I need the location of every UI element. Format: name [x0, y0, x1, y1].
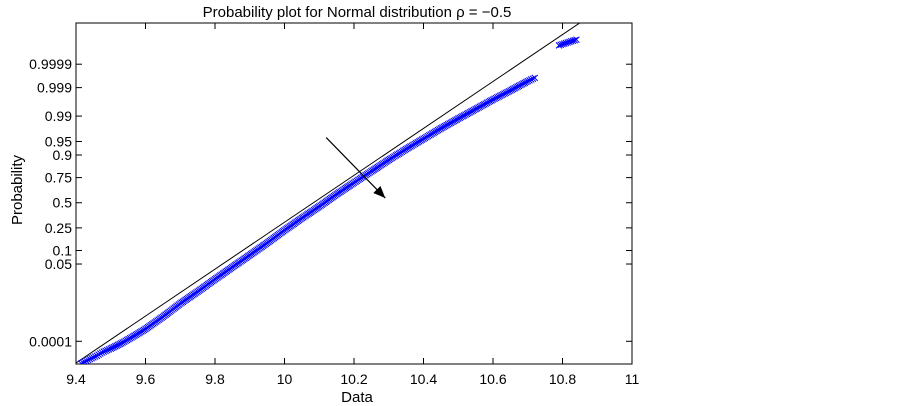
y-tick-label: 0.1 — [53, 242, 73, 258]
x-tick-label: 10.6 — [479, 371, 506, 387]
data-point-marker — [105, 346, 113, 353]
x-tick-label: 9.4 — [66, 371, 86, 387]
y-tick-label: 0.05 — [45, 256, 72, 272]
data-point-marker — [526, 76, 533, 84]
data-point-marker — [77, 360, 85, 364]
data-point-marker — [527, 76, 535, 83]
data-point-marker — [88, 354, 95, 362]
y-tick-label: 0.99 — [45, 108, 72, 124]
data-point-marker — [98, 349, 106, 356]
reference-line — [76, 23, 581, 364]
x-axis-label: Data — [341, 389, 373, 406]
y-tick-label: 0.9999 — [29, 56, 72, 72]
data-point-marker — [81, 358, 89, 364]
y-axis-label: Probability — [9, 154, 26, 225]
data-point-marker — [90, 354, 97, 361]
data-point-marker — [102, 347, 109, 355]
data-point-marker — [573, 36, 580, 44]
y-tick-label: 0.75 — [45, 170, 72, 186]
y-tick-label: 0.9 — [53, 147, 73, 163]
annotation-arrow-head — [373, 185, 386, 199]
data-point-marker — [531, 74, 539, 82]
x-tick-label: 10 — [277, 371, 293, 387]
y-tick-label: 0.0001 — [29, 333, 72, 349]
data-point-marker — [571, 36, 579, 44]
x-tick-label: 10.8 — [549, 371, 576, 387]
plot-frame — [75, 22, 633, 365]
y-tick-label: 0.5 — [53, 195, 73, 211]
x-tick-label: 10.2 — [340, 371, 367, 387]
x-tick-label: 9.6 — [136, 371, 156, 387]
y-tick-label: 0.95 — [45, 133, 72, 149]
data-point-marker — [524, 77, 532, 85]
data-point-marker — [79, 359, 87, 364]
data-point-marker — [83, 357, 90, 364]
data-point-marker — [84, 356, 92, 364]
y-tick-label: 0.25 — [45, 220, 72, 236]
x-tick-label: 11 — [625, 371, 640, 387]
data-point-marker — [100, 348, 108, 356]
y-tick-label: 0.999 — [37, 80, 72, 96]
data-point-marker — [91, 353, 99, 360]
annotation-arrow-shaft — [325, 137, 386, 199]
data-point-marker — [103, 346, 111, 354]
data-point-marker — [86, 355, 94, 363]
data-point-marker — [529, 75, 537, 83]
x-tick-label: 9.8 — [205, 371, 225, 387]
x-tick-label: 10.4 — [410, 371, 437, 387]
data-point-marker — [96, 350, 104, 357]
chart-title: Probability plot for Normal distribution… — [203, 4, 512, 21]
plot-area: 9.4 9.6 9.8 10 10.2 10.4 10.6 10.8 110.00010.050… — [29, 22, 640, 387]
